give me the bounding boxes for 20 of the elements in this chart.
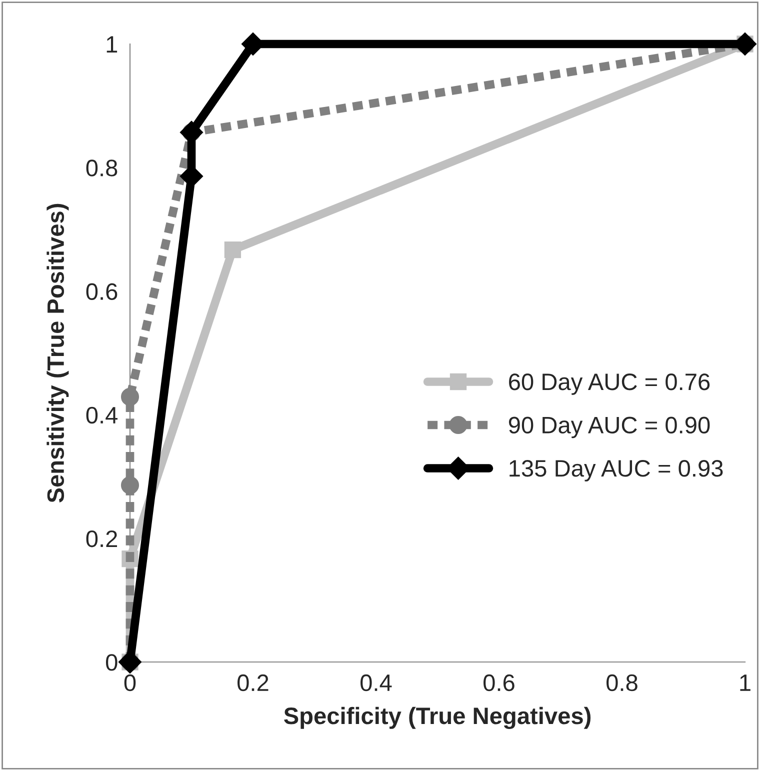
x-tick-label: 1 — [740, 674, 750, 691]
y-tick-label: 0.8 — [86, 160, 118, 176]
y-tick-label: 1 — [106, 36, 118, 53]
x-tick-label: 0.8 — [606, 674, 638, 692]
point — [120, 476, 140, 494]
legend-label: 90 Day AUC = 0.90 — [508, 416, 710, 438]
point — [224, 241, 242, 258]
y-tick-label: 0 — [106, 654, 118, 671]
legend-label: 60 Day AUC = 0.76 — [509, 374, 710, 395]
x-tick-label: 0 — [124, 674, 136, 692]
point — [120, 388, 140, 406]
y-axis-title: Sensitivity (True Positives) — [46, 204, 69, 503]
y-tick-label: 0.2 — [86, 530, 118, 548]
x-axis-title: Specificity (True Negatives) — [284, 706, 591, 730]
x-tick-label: 0.2 — [238, 674, 268, 692]
legend-label: 135 Day AUC = 0.93 — [510, 460, 723, 482]
x-tick-label: 0.6 — [484, 674, 514, 692]
y-tick-label: 0.4 — [86, 406, 118, 424]
y-tick-label: 0.6 — [86, 283, 118, 300]
x-tick-label: 0.4 — [360, 674, 392, 692]
